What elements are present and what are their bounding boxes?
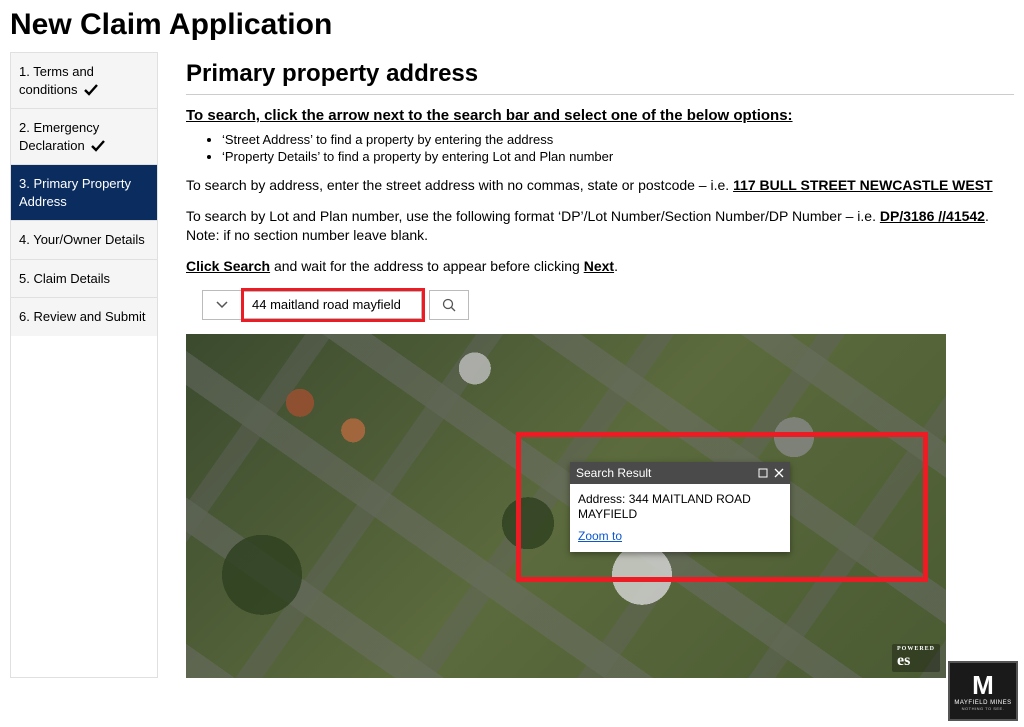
main-layout: 1. Terms and conditions 2. Emergency Dec…: [0, 52, 1024, 678]
lot-search-para: To search by Lot and Plan number, use th…: [186, 207, 1014, 245]
instruction-lead: To search, click the arrow next to the s…: [186, 107, 1014, 124]
para-text: To search by address, enter the street a…: [186, 177, 733, 193]
sidebar-item-label: 2. Emergency Declaration: [19, 120, 99, 153]
badge-letter: M: [972, 672, 994, 698]
badge-line2: NOTHING TO SEE.: [962, 706, 1005, 711]
zoom-to-link[interactable]: Zoom to: [578, 529, 622, 545]
content-area: Primary property address To search, clic…: [158, 52, 1014, 678]
sidebar-item-review-submit[interactable]: 6. Review and Submit: [11, 297, 157, 336]
section-heading: Primary property address: [186, 60, 1014, 95]
sidebar-item-label: 5. Claim Details: [19, 271, 110, 286]
sidebar-item-owner-details[interactable]: 4. Your/Owner Details: [11, 220, 157, 259]
page-title: New Claim Application: [0, 0, 1024, 52]
popup-address-label: Address:: [578, 492, 625, 506]
address-search-para: To search by address, enter the street a…: [186, 176, 1014, 195]
close-icon[interactable]: [774, 468, 784, 478]
sidebar-item-label: 6. Review and Submit: [19, 309, 145, 324]
popup-header[interactable]: Search Result: [570, 462, 790, 484]
search-row: [202, 288, 1014, 322]
chevron-down-icon: [216, 301, 228, 309]
esri-badge: POWERED es: [892, 644, 940, 672]
search-icon: [442, 298, 456, 312]
sidebar-item-label: 1. Terms and conditions: [19, 64, 94, 97]
popup-title: Search Result: [576, 466, 651, 480]
next-label: Next: [584, 258, 614, 274]
popup-body: Address: 344 MAITLAND ROAD MAYFIELD Zoom…: [570, 484, 790, 553]
footer-brand-badge: M MAYFIELD MINES NOTHING TO SEE.: [948, 661, 1018, 721]
search-result-popup: Search Result Address: 344 MAITLAND ROAD…: [570, 462, 790, 553]
search-button[interactable]: [429, 290, 469, 320]
para-text: .: [614, 258, 618, 274]
click-search-label: Click Search: [186, 258, 270, 274]
maximize-icon[interactable]: [758, 468, 768, 478]
sidebar-item-terms[interactable]: 1. Terms and conditions: [11, 53, 157, 108]
search-input-highlight: [241, 288, 425, 322]
para-text: and wait for the address to appear befor…: [270, 258, 584, 274]
lot-example: DP/3186 //41542: [880, 208, 985, 224]
search-input[interactable]: [244, 291, 422, 319]
esri-brand: es: [897, 652, 910, 669]
address-example: 117 BULL STREET NEWCASTLE WEST: [733, 177, 993, 193]
check-icon: [91, 140, 105, 150]
check-icon: [84, 84, 98, 94]
map-viewport[interactable]: Search Result Address: 344 MAITLAND ROAD…: [186, 334, 946, 678]
bullet-item: ‘Property Details’ to find a property by…: [222, 149, 1014, 164]
sidebar-item-label: 3. Primary Property Address: [19, 176, 131, 209]
instruction-bullets: ‘Street Address’ to find a property by e…: [222, 132, 1014, 164]
search-type-dropdown[interactable]: [202, 290, 242, 320]
para-text: To search by Lot and Plan number, use th…: [186, 208, 880, 224]
sidebar-item-claim-details[interactable]: 5. Claim Details: [11, 259, 157, 298]
sidebar-item-emergency[interactable]: 2. Emergency Declaration: [11, 108, 157, 164]
bullet-item: ‘Street Address’ to find a property by e…: [222, 132, 1014, 147]
sidebar-item-primary-address[interactable]: 3. Primary Property Address: [11, 164, 157, 220]
step-sidebar: 1. Terms and conditions 2. Emergency Dec…: [10, 52, 158, 678]
sidebar-item-label: 4. Your/Owner Details: [19, 232, 145, 247]
click-search-para: Click Search and wait for the address to…: [186, 257, 1014, 276]
